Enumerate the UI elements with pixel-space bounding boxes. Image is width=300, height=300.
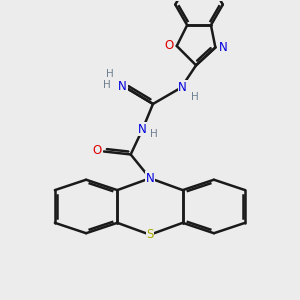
Text: H: H [191, 92, 199, 101]
Text: O: O [93, 144, 102, 158]
Text: N: N [118, 80, 127, 93]
Text: H: H [106, 69, 114, 79]
Text: O: O [165, 40, 174, 52]
Text: S: S [146, 228, 154, 241]
Text: H: H [150, 129, 158, 139]
Text: N: N [218, 41, 227, 54]
Text: N: N [178, 81, 187, 94]
Text: N: N [146, 172, 154, 185]
Text: H: H [103, 80, 111, 90]
Text: N: N [138, 123, 146, 136]
